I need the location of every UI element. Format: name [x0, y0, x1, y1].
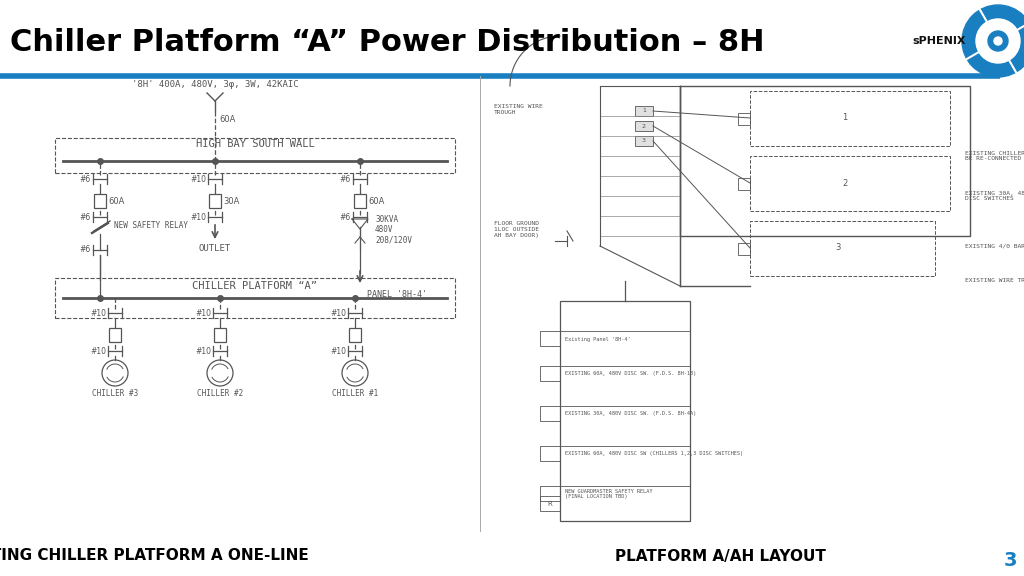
- Bar: [635, 121, 653, 131]
- Text: EXISTING 4/0 BARE COPPER GROUND: EXISTING 4/0 BARE COPPER GROUND: [965, 244, 1024, 248]
- Text: '8H' 400A, 480V, 3φ, 3W, 42KAIC: '8H' 400A, 480V, 3φ, 3W, 42KAIC: [132, 80, 298, 89]
- Text: EXISTING 30A, 480V DISC SW. (F.D.S. 8H-4A): EXISTING 30A, 480V DISC SW. (F.D.S. 8H-4…: [565, 411, 696, 416]
- Text: EXISTING CHILLERS TO
BE RE-CONNECTED BY C.AD: EXISTING CHILLERS TO BE RE-CONNECTED BY …: [965, 150, 1024, 161]
- Bar: [540, 446, 560, 461]
- Text: #6: #6: [340, 175, 351, 184]
- Bar: [540, 331, 560, 346]
- Bar: [635, 106, 653, 116]
- Text: #6: #6: [80, 245, 91, 255]
- Text: #10: #10: [90, 347, 106, 355]
- Text: PLATFORM A/AH LAYOUT: PLATFORM A/AH LAYOUT: [614, 548, 825, 563]
- Bar: [560, 301, 690, 521]
- Text: 3: 3: [836, 244, 841, 252]
- Text: sPHENIX: sPHENIX: [912, 36, 966, 46]
- Text: 3: 3: [1004, 551, 1017, 570]
- Bar: [55, 278, 455, 318]
- Text: EXISTING WIRE
TROUGH: EXISTING WIRE TROUGH: [494, 104, 543, 115]
- Bar: [540, 496, 560, 511]
- Bar: [635, 136, 653, 146]
- Text: Existing Panel '8H-4': Existing Panel '8H-4': [565, 336, 631, 342]
- Text: 60A: 60A: [368, 196, 384, 206]
- Text: R: R: [548, 501, 552, 507]
- Text: #10: #10: [195, 347, 211, 355]
- Text: 2: 2: [843, 179, 848, 188]
- Bar: [214, 328, 226, 342]
- Text: NEW GUARDMASTER SAFETY RELAY
(FINAL LOCATION TBD): NEW GUARDMASTER SAFETY RELAY (FINAL LOCA…: [565, 488, 652, 499]
- Text: #10: #10: [330, 309, 346, 317]
- Text: EXISTING 60A, 480V DISC SW. (F.D.S. 8H-1B): EXISTING 60A, 480V DISC SW. (F.D.S. 8H-1…: [565, 372, 696, 377]
- Text: #10: #10: [195, 309, 211, 317]
- Text: EXISTING WIRE TROUGH: EXISTING WIRE TROUGH: [965, 279, 1024, 283]
- Bar: [750, 91, 950, 146]
- Bar: [94, 194, 106, 208]
- Text: #6: #6: [80, 175, 91, 184]
- Bar: [540, 486, 560, 501]
- Bar: [750, 221, 935, 276]
- Circle shape: [994, 37, 1002, 45]
- Circle shape: [988, 31, 1008, 51]
- Circle shape: [976, 19, 1020, 63]
- Circle shape: [962, 5, 1024, 77]
- Text: #10: #10: [190, 175, 206, 184]
- Text: EXISTING 30A, 480V
DISC SWITCHES: EXISTING 30A, 480V DISC SWITCHES: [965, 191, 1024, 202]
- Text: #6: #6: [80, 213, 91, 222]
- Text: CHILLER #2: CHILLER #2: [197, 389, 243, 398]
- Bar: [209, 194, 221, 208]
- Text: EXISTING CHILLER PLATFORM A ONE-LINE: EXISTING CHILLER PLATFORM A ONE-LINE: [0, 548, 308, 563]
- Text: CHILLER #1: CHILLER #1: [332, 389, 378, 398]
- Text: #10: #10: [190, 213, 206, 222]
- Bar: [540, 406, 560, 421]
- Text: 1: 1: [642, 108, 646, 113]
- Text: CHILLER PLATFORM “A”: CHILLER PLATFORM “A”: [193, 281, 317, 291]
- Bar: [349, 328, 361, 342]
- Text: #10: #10: [330, 347, 346, 355]
- Bar: [750, 156, 950, 211]
- Bar: [354, 194, 366, 208]
- Text: FLOOR GROUND
1LOC OUTSIDE
AH BAY DOOR): FLOOR GROUND 1LOC OUTSIDE AH BAY DOOR): [494, 221, 539, 238]
- Bar: [738, 177, 750, 190]
- Text: EXISTING 60A, 480V DISC SW (CHILLERS 1,2,3 DISC SWITCHES): EXISTING 60A, 480V DISC SW (CHILLERS 1,2…: [565, 452, 743, 457]
- Text: CHILLER #3: CHILLER #3: [92, 389, 138, 398]
- Bar: [55, 138, 455, 173]
- Text: NEW SAFETY RELAY: NEW SAFETY RELAY: [114, 222, 188, 230]
- Bar: [738, 112, 750, 124]
- Text: 30A: 30A: [223, 196, 240, 206]
- Text: OUTLET: OUTLET: [199, 244, 231, 253]
- Bar: [109, 328, 121, 342]
- Bar: [738, 242, 750, 255]
- Text: PANEL '8H-4': PANEL '8H-4': [367, 290, 427, 299]
- Text: #10: #10: [90, 309, 106, 317]
- Text: 30KVA
480V
208/120V: 30KVA 480V 208/120V: [375, 215, 412, 245]
- Text: 3: 3: [642, 138, 646, 143]
- Text: 60A: 60A: [108, 196, 124, 206]
- Text: 2: 2: [642, 123, 646, 128]
- Text: #6: #6: [340, 213, 351, 222]
- Text: Chiller Platform “A” Power Distribution – 8H: Chiller Platform “A” Power Distribution …: [10, 28, 765, 57]
- Bar: [540, 366, 560, 381]
- Text: 1: 1: [843, 113, 848, 123]
- Text: 60A: 60A: [219, 116, 236, 124]
- Text: HIGH BAY SOUTH WALL: HIGH BAY SOUTH WALL: [196, 139, 314, 149]
